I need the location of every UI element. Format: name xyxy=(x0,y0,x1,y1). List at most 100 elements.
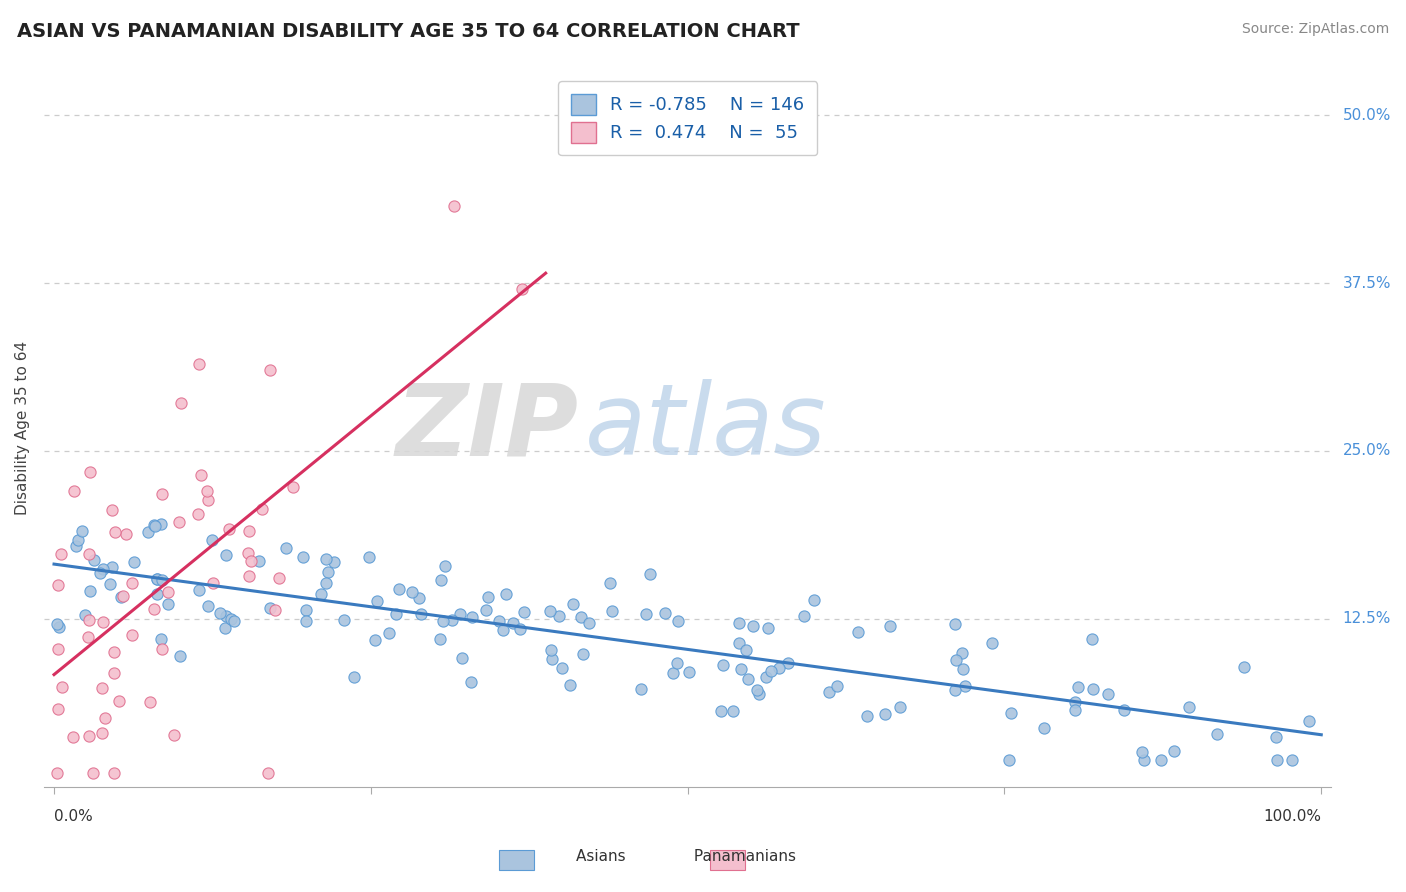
Text: 100.0%: 100.0% xyxy=(1263,809,1322,824)
Point xyxy=(101,560,124,574)
Point xyxy=(408,591,430,605)
Point xyxy=(121,628,143,642)
Point xyxy=(70,524,93,539)
Point xyxy=(187,582,209,597)
Point xyxy=(538,604,561,618)
Point xyxy=(187,507,209,521)
Point xyxy=(477,591,499,605)
Point xyxy=(101,503,124,517)
Point xyxy=(91,562,114,576)
Point xyxy=(294,602,316,616)
Point xyxy=(238,569,260,583)
Point xyxy=(45,616,67,631)
Point xyxy=(157,597,180,611)
Point xyxy=(721,704,744,718)
Point xyxy=(1233,660,1256,674)
Point xyxy=(889,700,911,714)
Point xyxy=(311,587,333,601)
Point xyxy=(401,585,423,599)
Point xyxy=(197,599,219,614)
Point xyxy=(215,608,238,623)
Point xyxy=(1178,699,1201,714)
Point xyxy=(322,555,344,569)
Point xyxy=(146,587,169,601)
Point xyxy=(316,566,339,580)
Point xyxy=(190,467,212,482)
Point xyxy=(156,585,179,599)
Point xyxy=(630,682,652,697)
Point xyxy=(90,726,112,740)
Point xyxy=(201,533,224,547)
Point xyxy=(661,666,683,681)
Point xyxy=(1097,687,1119,701)
Point xyxy=(817,685,839,699)
Point xyxy=(411,607,433,621)
Point xyxy=(1080,632,1102,646)
Text: ASIAN VS PANAMANIAN DISABILITY AGE 35 TO 64 CORRELATION CHART: ASIAN VS PANAMANIAN DISABILITY AGE 35 TO… xyxy=(17,22,800,41)
Point xyxy=(728,616,751,631)
Point xyxy=(1267,753,1289,767)
Point xyxy=(65,539,87,553)
Point xyxy=(315,576,337,591)
Point xyxy=(163,727,186,741)
Point xyxy=(188,357,211,371)
Point xyxy=(748,687,770,701)
Legend: R = -0.785    N = 146, R =  0.474    N =  55: R = -0.785 N = 146, R = 0.474 N = 55 xyxy=(558,81,817,155)
Point xyxy=(1298,714,1320,729)
Point xyxy=(710,704,733,718)
Point xyxy=(547,608,569,623)
Point xyxy=(952,661,974,675)
Point xyxy=(1064,703,1087,717)
Y-axis label: Disability Age 35 to 64: Disability Age 35 to 64 xyxy=(15,341,30,515)
Point xyxy=(149,632,172,646)
Point xyxy=(150,486,173,500)
Point xyxy=(73,607,96,622)
Point xyxy=(91,681,114,695)
Point xyxy=(215,548,238,562)
Point xyxy=(879,619,901,633)
Point xyxy=(572,647,595,661)
Point xyxy=(315,552,337,566)
Point xyxy=(433,558,456,573)
Point xyxy=(83,553,105,567)
Point xyxy=(755,670,778,684)
Point xyxy=(145,572,167,586)
Point xyxy=(666,614,689,628)
Point xyxy=(1265,730,1288,744)
Point xyxy=(79,613,101,627)
Point xyxy=(281,480,304,494)
Point xyxy=(1067,680,1090,694)
Point xyxy=(953,679,976,693)
Point xyxy=(333,613,356,627)
Point xyxy=(558,677,581,691)
Point xyxy=(150,642,173,657)
Point xyxy=(730,662,752,676)
Point xyxy=(257,766,280,780)
Point xyxy=(110,590,132,604)
Point xyxy=(49,547,72,561)
Point xyxy=(443,199,465,213)
Point xyxy=(259,363,281,377)
Point xyxy=(388,582,411,597)
Point xyxy=(63,483,86,498)
Text: 37.5%: 37.5% xyxy=(1343,276,1391,291)
Point xyxy=(48,620,70,634)
Point xyxy=(768,661,790,675)
Point xyxy=(108,694,131,708)
Point xyxy=(998,753,1021,767)
Point xyxy=(79,547,101,561)
Point xyxy=(600,604,623,618)
Point xyxy=(103,644,125,658)
Point xyxy=(776,657,799,671)
Point xyxy=(488,614,510,628)
Point xyxy=(145,572,167,586)
Point xyxy=(1281,753,1303,767)
Point xyxy=(513,606,536,620)
Point xyxy=(46,578,69,592)
Point xyxy=(292,549,315,564)
Point xyxy=(115,527,138,541)
Point xyxy=(79,584,101,599)
Point xyxy=(342,669,364,683)
Point xyxy=(357,550,380,565)
Point xyxy=(79,465,101,479)
